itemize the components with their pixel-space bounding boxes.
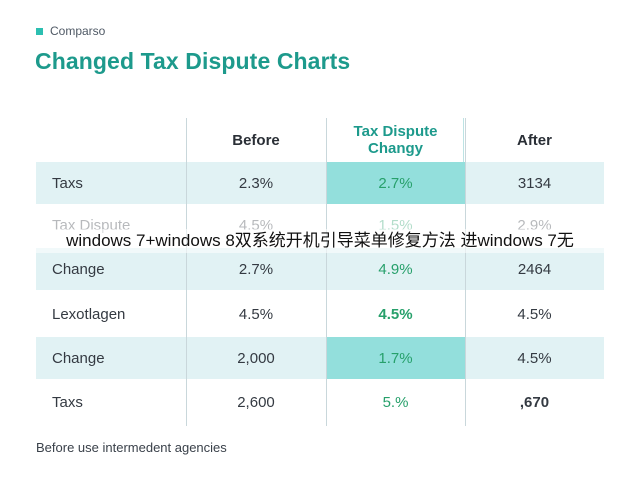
row-label: Change xyxy=(52,260,105,278)
after-value: 3134 xyxy=(517,174,552,192)
category-tag-label: Comparso xyxy=(50,24,106,38)
footer-note: Before use intermedent agencies xyxy=(36,440,227,455)
change-value: 2.7% xyxy=(378,174,413,192)
change-value: 1.7% xyxy=(378,349,413,367)
column-divider xyxy=(465,118,466,426)
category-tag: Comparso xyxy=(36,24,105,38)
row-label: Lexotlagen xyxy=(52,305,126,323)
after-value: ,670 xyxy=(519,393,550,411)
before-value: 2.3% xyxy=(238,174,274,192)
highlight-cell xyxy=(326,337,465,379)
table-row: Change 2,000 1.7% 4.5% xyxy=(36,337,604,379)
before-value: 2,600 xyxy=(237,393,275,411)
column-header-after: After xyxy=(516,131,552,149)
change-value: 4.5% xyxy=(378,305,413,323)
change-value: 4.9% xyxy=(378,260,413,278)
highlight-column-border xyxy=(326,118,464,162)
table-row: Taxs 2.3% 2.7% 3134 xyxy=(36,162,604,204)
column-header-before: Before xyxy=(232,131,280,149)
column-divider xyxy=(186,118,187,426)
before-value: 2.7% xyxy=(238,260,274,278)
table-header-row: Before Tax Dispute Changy After xyxy=(36,118,604,162)
overlay-caption: windows 7+windows 8双系统开机引导菜单修复方法 进window… xyxy=(0,229,640,253)
change-value: 5.% xyxy=(382,393,409,411)
table-row: Lexotlagen 4.5% 4.5% 4.5% xyxy=(36,293,604,335)
page-title: Changed Tax Dispute Charts xyxy=(35,48,351,74)
column-header-tax-dispute-change: Tax Dispute Changy xyxy=(326,118,465,162)
column-header-line-1: Tax Dispute xyxy=(353,123,438,140)
after-value: 2464 xyxy=(517,260,552,278)
column-header-line-2: Changy xyxy=(367,140,423,157)
row-label: Change xyxy=(52,349,105,367)
highlight-cell xyxy=(326,162,465,204)
after-value: 4.5% xyxy=(517,349,552,367)
column-divider xyxy=(326,118,327,426)
comparison-table: Before Tax Dispute Changy After Taxs 2.3… xyxy=(36,118,604,426)
row-label: Taxs xyxy=(52,174,83,192)
row-label: Taxs xyxy=(52,393,83,411)
before-value: 2,000 xyxy=(237,349,275,367)
table-row: Change 2.7% 4.9% 2464 xyxy=(36,248,604,290)
table-row: Taxs 2,600 5.% ,670 xyxy=(36,381,604,423)
tag-square-icon xyxy=(36,27,43,35)
after-value: 4.5% xyxy=(517,305,552,323)
before-value: 4.5% xyxy=(238,305,274,323)
